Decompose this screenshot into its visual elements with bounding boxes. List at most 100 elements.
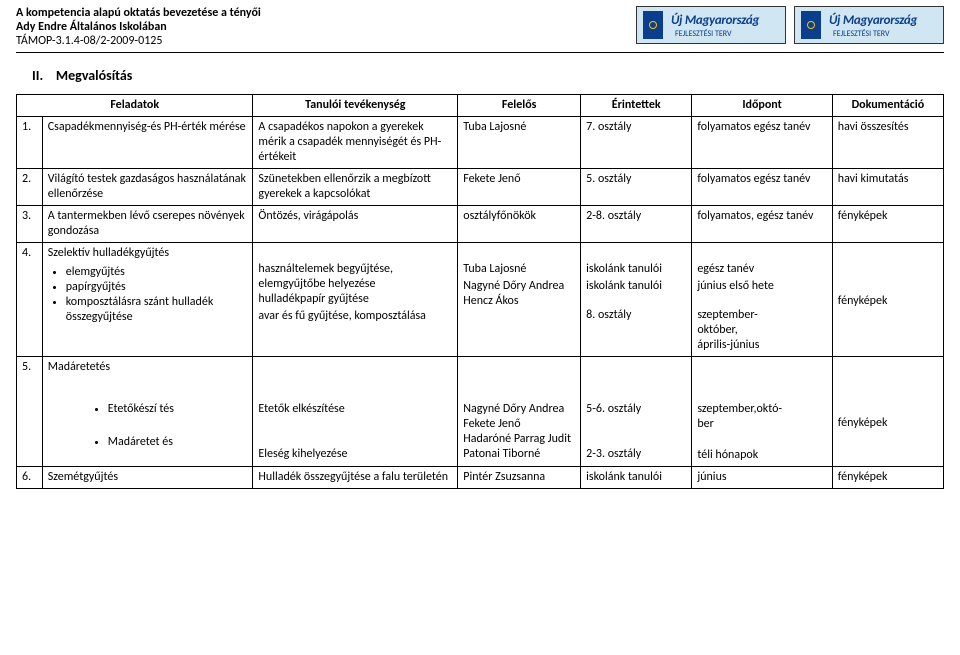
sub2-time: téli hónapok xyxy=(697,448,826,463)
time-3c: április-június xyxy=(697,338,826,353)
bullet-elemgyujtes: elemgyűjtés xyxy=(66,265,248,280)
col-dokumentacio: Dokumentáció xyxy=(832,95,943,117)
aff-3: 8. osztály xyxy=(586,308,686,323)
sub1-time2: ber xyxy=(697,417,826,432)
table-row: 1. Csapadékmennyiség-és PH-érték mérése … xyxy=(17,117,944,169)
cell-responsible xyxy=(458,357,581,379)
time-3b: október, xyxy=(697,323,826,338)
cell-time: június xyxy=(692,467,832,489)
aff-1: iskolánk tanulói xyxy=(586,262,686,277)
cell-activity: használtelemek begyűjtése, elemgyűjtőbe … xyxy=(253,243,458,357)
row-number: 4. xyxy=(17,243,43,357)
task-bullets: elemgyűjtés papírgyűjtés komposztálásra … xyxy=(66,265,248,325)
cell-activity: Hulladék összegyűjtése a falu területén xyxy=(253,467,458,489)
logo-subtitle: FEJLESZTÉSI TERV xyxy=(833,29,890,39)
header-text-block: A kompetencia alapú oktatás bevezetése a… xyxy=(16,6,636,48)
header-line-1: A kompetencia alapú oktatás bevezetése a… xyxy=(16,6,636,20)
sub2-resp2: Patonai Tiborné xyxy=(463,447,575,462)
cell-affected: 5. osztály xyxy=(581,169,692,206)
col-tevekenyseg: Tanulói tevékenység xyxy=(253,95,458,117)
bullet-komposzt: komposztálásra szánt hulladék összegyűjt… xyxy=(66,295,248,325)
cell-affected xyxy=(581,357,692,379)
aff-2: iskolánk tanulói xyxy=(586,279,686,294)
row-number: 6. xyxy=(17,467,43,489)
sub-etetokeszi: Etetőkészí tés xyxy=(108,402,248,417)
table-row-spacer xyxy=(17,378,944,399)
task-table: Feladatok Tanulói tevékenység Felelős Ér… xyxy=(16,94,944,489)
col-idopont: Időpont xyxy=(692,95,832,117)
sub2-act: Eleség kihelyezése xyxy=(258,447,452,462)
cell-affected: 7. osztály xyxy=(581,117,692,169)
sub1-resp1: Nagyné Dőry Andrea xyxy=(463,402,575,417)
row-number: 3. xyxy=(17,206,43,243)
logo-title: Új Magyarország xyxy=(671,13,759,28)
cell-time: folyamatos, egész tanév xyxy=(692,206,832,243)
cell-time: egész tanév június első hete szeptember-… xyxy=(692,243,832,357)
row-number: 1. xyxy=(17,117,43,169)
act-1: használtelemek begyűjtése, elemgyűjtőbe … xyxy=(258,262,452,292)
col-felelos: Felelős xyxy=(458,95,581,117)
resp-3: Hencz Ákos xyxy=(463,294,575,309)
act-3: avar és fű gyűjtése, komposztálása xyxy=(258,309,452,324)
table-row: 3. A tantermekben lévő cserepes növények… xyxy=(17,206,944,243)
sub-madaretet: Madáretet és xyxy=(108,435,248,450)
cell-task: Madáretetés xyxy=(42,357,253,379)
bullet-papirgyujtes: papírgyűjtés xyxy=(66,280,248,295)
cell-activity xyxy=(253,357,458,379)
cell-time xyxy=(692,357,832,379)
cell-doc: fényképek xyxy=(832,243,943,357)
cell-doc xyxy=(832,357,943,379)
sub1-aff: 5-6. osztály xyxy=(586,402,686,417)
cell-doc: fényképek xyxy=(832,399,943,467)
cell-task: A tantermekben lévő cserepes növények go… xyxy=(42,206,253,243)
table-row: 4. Szelektív hulladékgyűjtés elemgyűjtés… xyxy=(17,243,944,357)
cell-activity: A csapadékos napokon a gyerekek mérik a … xyxy=(253,117,458,169)
cell-responsible: Tuba Lajosné Nagyné Dőry Andrea Hencz Ák… xyxy=(458,243,581,357)
header-divider xyxy=(16,52,944,53)
table-row: 2. Világító testek gazdaságos használatá… xyxy=(17,169,944,206)
row-number: 5. xyxy=(17,357,43,379)
cell-doc: fényképek xyxy=(832,206,943,243)
cell-task-subs: Etetőkészí tés Madáretet és xyxy=(42,399,253,467)
header-line-2: Ady Endre Általános Iskolában xyxy=(16,20,636,34)
cell-task: Csapadékmennyiség-és PH-érték mérése xyxy=(42,117,253,169)
sub1-act: Etetők elkészítése xyxy=(258,402,452,417)
section-title: II. Megvalósítás xyxy=(0,67,960,84)
table-row: 6. Szemétgyűjtés Hulladék összegyűjtése … xyxy=(17,467,944,489)
cell-doc: havi összesítés xyxy=(832,117,943,169)
sub2-resp1: Hadaróné Parrag Judit xyxy=(463,432,575,447)
table-row: 5. Madáretetés xyxy=(17,357,944,379)
cell-task: Szemétgyűjtés xyxy=(42,467,253,489)
cell-activity: Öntözés, virágápolás xyxy=(253,206,458,243)
header-logos: Új Magyarország FEJLESZTÉSI TERV Új Magy… xyxy=(636,6,944,44)
sub1-time1: szeptember,októ- xyxy=(697,402,826,417)
doc-4: fényképek xyxy=(838,294,938,309)
cell-activity: Etetők elkészítése Eleség kihelyezése xyxy=(253,399,458,467)
col-erintettek: Érintettek xyxy=(581,95,692,117)
content-area: Feladatok Tanulói tevékenység Felelős Ér… xyxy=(0,94,960,505)
cell-doc: fényképek xyxy=(832,467,943,489)
row-number-empty xyxy=(17,399,43,467)
cell-affected: 2-8. osztály xyxy=(581,206,692,243)
section-number: II. xyxy=(32,67,43,84)
cell-responsible: Pintér Zsuzsanna xyxy=(458,467,581,489)
eu-logo-2: Új Magyarország FEJLESZTÉSI TERV xyxy=(794,6,944,44)
cell-responsible: Nagyné Dőry Andrea Fekete Jenő Hadaróné … xyxy=(458,399,581,467)
sub1-doc: fényképek xyxy=(838,416,938,431)
sub1-resp2: Fekete Jenő xyxy=(463,417,575,432)
cell-doc: havi kimutatás xyxy=(832,169,943,206)
page-header: A kompetencia alapú oktatás bevezetése a… xyxy=(0,0,960,50)
resp-2: Nagyné Dőry Andrea xyxy=(463,279,575,294)
table-header-row: Feladatok Tanulói tevékenység Felelős Ér… xyxy=(17,95,944,117)
eu-logo: Új Magyarország FEJLESZTÉSI TERV xyxy=(636,6,786,44)
col-feladatok: Feladatok xyxy=(17,95,253,117)
cell-responsible: osztályfőnökök xyxy=(458,206,581,243)
cell-affected: iskolánk tanulói xyxy=(581,467,692,489)
resp-1: Tuba Lajosné xyxy=(463,262,575,277)
eu-stars-icon xyxy=(649,21,657,29)
task-title: Szelektív hulladékgyűjtés xyxy=(48,246,248,261)
logo-subtitle: FEJLESZTÉSI TERV xyxy=(675,29,732,39)
logo-title: Új Magyarország xyxy=(829,13,917,28)
section-label: Megvalósítás xyxy=(56,67,132,84)
act-2: hulladékpapír gyűjtése xyxy=(258,292,452,307)
